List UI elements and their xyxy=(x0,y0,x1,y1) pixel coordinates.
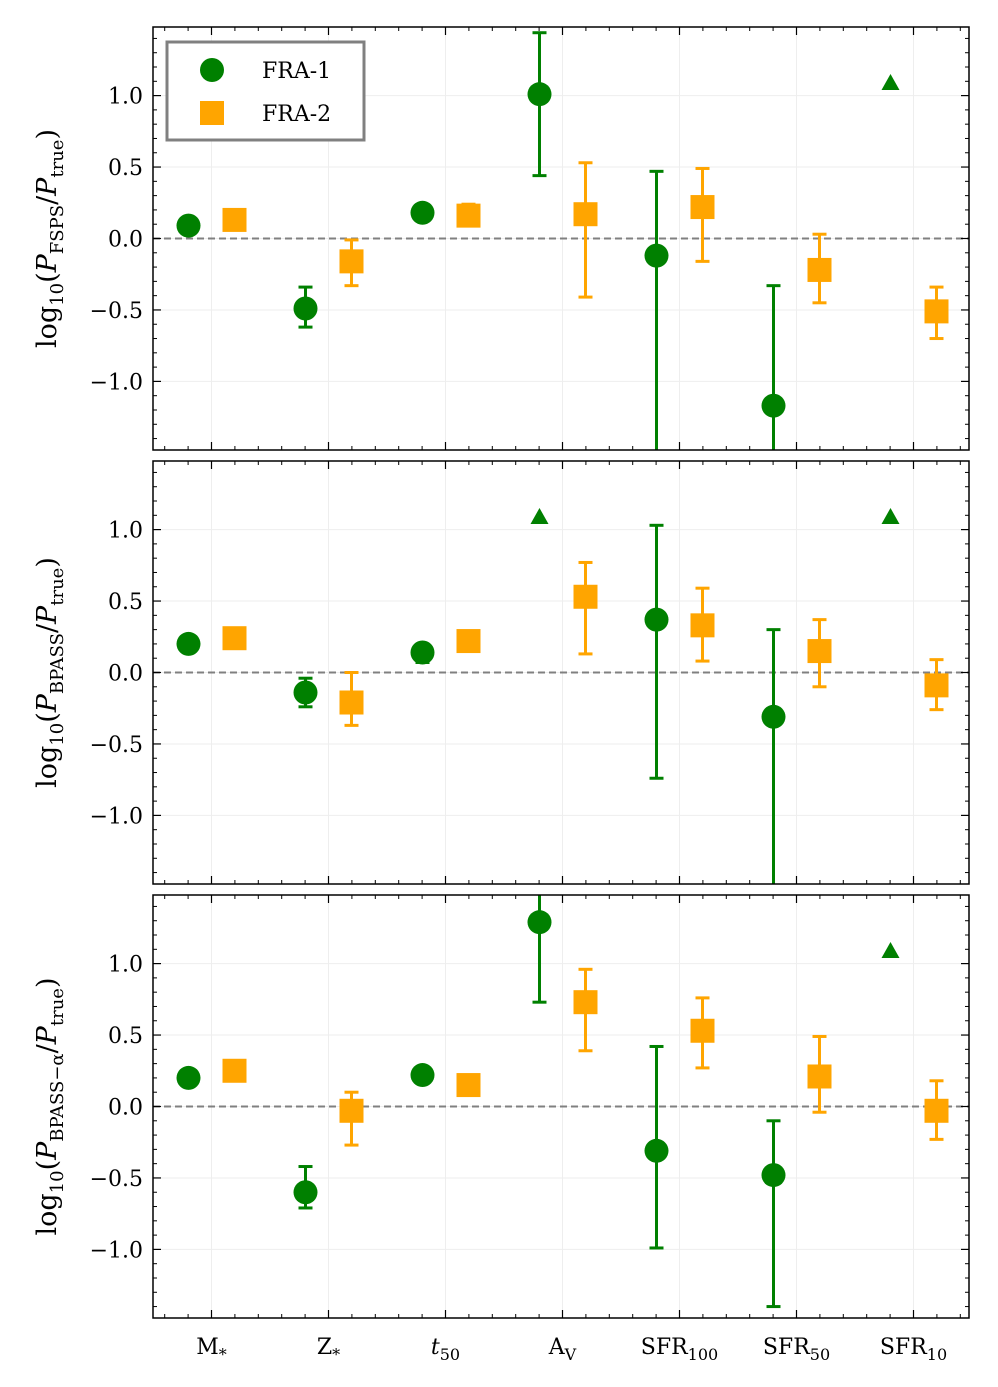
data-point-fra-2 xyxy=(222,1058,247,1083)
ytick-label: 0.5 xyxy=(108,156,143,181)
data-point-fra-1 xyxy=(761,1163,786,1188)
data-point-fra-1 xyxy=(176,631,201,656)
data-layer xyxy=(176,523,949,884)
xtick-label: SFR100 xyxy=(641,1335,718,1364)
ytick-label: 0.5 xyxy=(108,590,143,615)
data-point-fra-2 xyxy=(924,1098,949,1123)
legend: FRA-1 FRA-2 xyxy=(165,40,366,142)
legend-label: FRA-2 xyxy=(262,102,331,127)
xtick-label: Z* xyxy=(317,1335,340,1364)
data-point-fra-1 xyxy=(644,1138,669,1163)
ytick-label: −1.0 xyxy=(90,1238,143,1263)
data-point-fra-2 xyxy=(222,626,247,651)
xtick-label: AV xyxy=(548,1335,577,1364)
data-point-fra-1 xyxy=(527,82,552,107)
legend-box xyxy=(165,40,366,142)
legend-label: FRA-1 xyxy=(262,59,331,84)
xtick-label: SFR10 xyxy=(880,1335,947,1364)
data-layer xyxy=(176,31,949,450)
legend-marker-fra-2 xyxy=(200,101,224,125)
data-point-fra-1 xyxy=(410,640,435,665)
data-point-fra-1 xyxy=(410,1063,435,1088)
ytick-label: 0.0 xyxy=(108,662,143,687)
plot-frame xyxy=(152,26,970,451)
panel-3: 1.0 0.5 0.0 −0.5 −1.0 log10(PBPASS−α/Ptrue) xyxy=(32,894,970,1319)
data-point-fra-2 xyxy=(456,1073,481,1098)
xtick-label: M* xyxy=(196,1335,227,1364)
data-point-fra-2 xyxy=(573,584,598,609)
data-point-fra-2 xyxy=(807,639,832,664)
ytick-label: 0.0 xyxy=(108,1096,143,1121)
data-point-fra-1 xyxy=(644,243,669,268)
data-point-fra-2 xyxy=(807,257,832,282)
data-point-fra-2 xyxy=(690,1018,715,1043)
data-point-fra-2 xyxy=(807,1064,832,1089)
data-point-fra-2 xyxy=(690,195,715,220)
data-point-fra-2 xyxy=(339,249,364,274)
data-point-fra-2 xyxy=(573,990,598,1015)
data-point-fra-2 xyxy=(339,1098,364,1123)
ytick-label: 1.0 xyxy=(108,85,143,110)
lower-limit-arrow xyxy=(881,508,900,524)
ytick-label: 1.0 xyxy=(108,953,143,978)
ytick-label: −1.0 xyxy=(90,370,143,395)
lower-limit-arrow xyxy=(530,508,549,524)
data-point-fra-1 xyxy=(761,393,786,418)
data-point-fra-2 xyxy=(924,673,949,698)
data-point-fra-2 xyxy=(690,613,715,638)
xtick-label: t50 xyxy=(431,1335,460,1364)
legend-marker-fra-1 xyxy=(200,58,224,82)
panel-2: 1.0 0.5 0.0 −0.5 −1.0 log10(PBPASS/Ptrue) xyxy=(32,460,970,885)
data-point-fra-1 xyxy=(293,296,318,321)
data-point-fra-1 xyxy=(176,1065,201,1090)
data-point-fra-1 xyxy=(761,704,786,729)
ytick-label: −1.0 xyxy=(90,804,143,829)
data-point-fra-2 xyxy=(456,203,481,228)
data-point-fra-2 xyxy=(339,690,364,715)
data-point-fra-2 xyxy=(573,202,598,227)
ylabel: log10(PFSPS/Ptrue) xyxy=(32,129,68,348)
plot-frame xyxy=(152,460,970,885)
ytick-label: 0.5 xyxy=(108,1024,143,1049)
ytick-label: 1.0 xyxy=(108,519,143,544)
data-point-fra-1 xyxy=(176,213,201,238)
data-point-fra-2 xyxy=(222,207,247,232)
ytick-label: −0.5 xyxy=(90,1167,143,1192)
data-layer xyxy=(176,895,949,1309)
data-point-fra-2 xyxy=(924,299,949,324)
data-point-fra-1 xyxy=(527,910,552,935)
ytick-label: −0.5 xyxy=(90,733,143,758)
ytick-label: 0.0 xyxy=(108,228,143,253)
ytick-label: −0.5 xyxy=(90,299,143,324)
plot-frame xyxy=(152,894,970,1319)
xtick-label: SFR50 xyxy=(763,1335,830,1364)
data-point-fra-1 xyxy=(293,680,318,705)
data-point-fra-2 xyxy=(456,629,481,654)
data-point-fra-1 xyxy=(410,200,435,225)
ylabel: log10(PBPASS−α/Ptrue) xyxy=(32,977,68,1235)
lower-limit-arrow xyxy=(881,942,900,958)
data-point-fra-1 xyxy=(293,1180,318,1205)
ylabel: log10(PBPASS/Ptrue) xyxy=(32,557,68,788)
lower-limit-arrow xyxy=(881,74,900,90)
data-point-fra-1 xyxy=(644,607,669,632)
